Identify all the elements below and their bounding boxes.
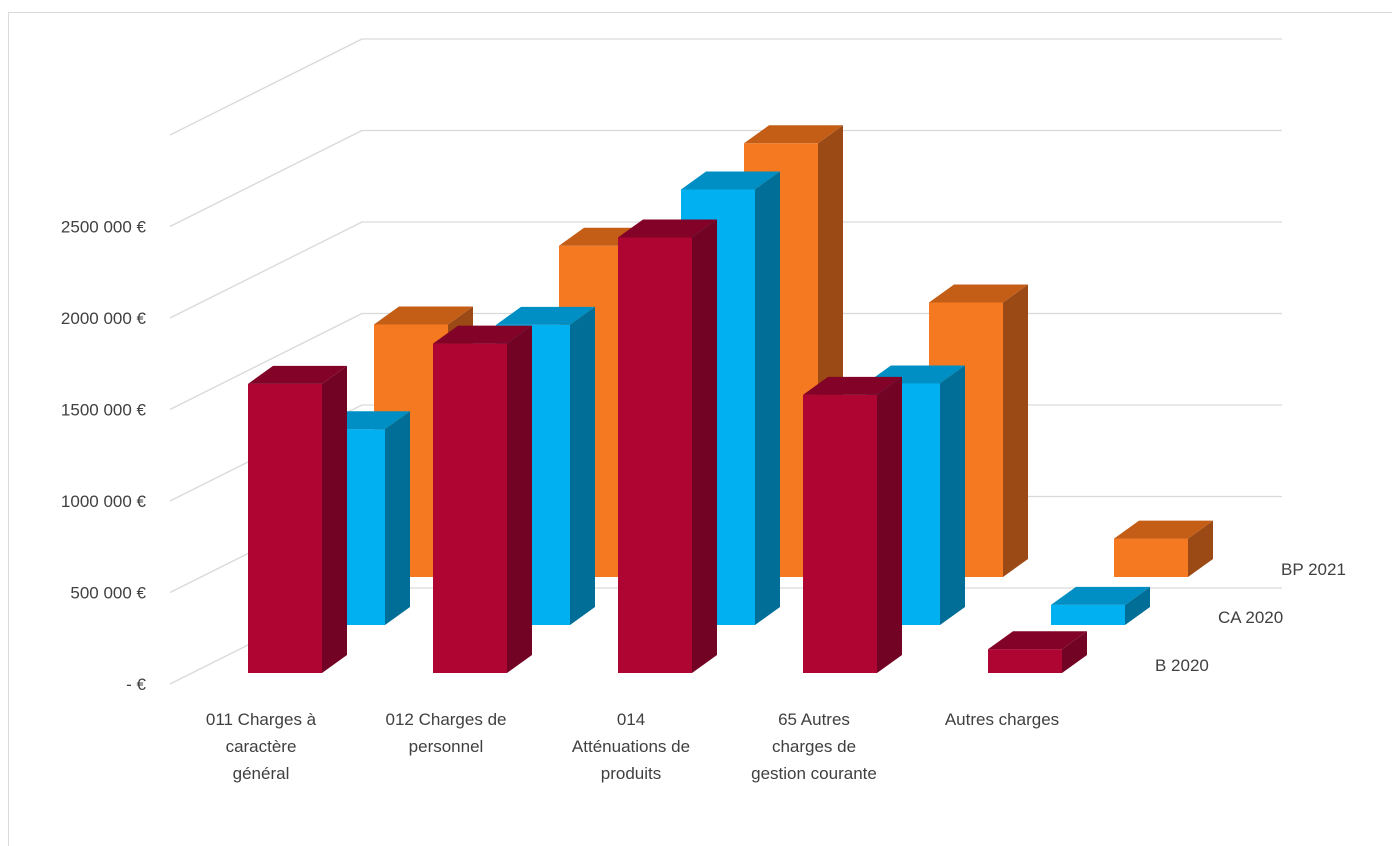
y-tick-label: - € xyxy=(126,675,146,694)
bars xyxy=(248,125,1213,673)
x-category-label-line: 65 Autres xyxy=(778,710,850,729)
bar-side-face xyxy=(877,376,902,673)
legend-entry: CA 2020 xyxy=(1218,608,1283,627)
x-category-label-line: 014 xyxy=(617,710,645,729)
y-tick-label: 500 000 € xyxy=(70,584,146,603)
bar-b-2020-4 xyxy=(988,631,1087,673)
bar-ca-2020-4 xyxy=(1051,586,1150,625)
y-tick-label: 1500 000 € xyxy=(61,401,147,420)
bar-top-face xyxy=(1051,586,1150,605)
bar-b-2020-3 xyxy=(803,376,902,673)
x-category-label: 014 Atténuations de produits xyxy=(572,710,690,783)
bar-top-face xyxy=(803,376,902,395)
bar-front-face xyxy=(1051,604,1125,625)
y-tick-labels: - € 500 000 € 1000 000 € 1500 000 € 2000 000… xyxy=(61,218,147,695)
bar-side-face xyxy=(1003,284,1028,577)
chart-frame xyxy=(8,12,1392,846)
bar-side-face xyxy=(385,411,410,625)
bar-side-face xyxy=(1062,631,1087,673)
bar-front-face xyxy=(988,649,1062,673)
bar-side-face xyxy=(570,306,595,625)
bar-side-face xyxy=(1188,520,1213,577)
gridline-diagonal xyxy=(169,312,363,411)
bar-front-face xyxy=(803,394,877,673)
legend-entry: B 2020 xyxy=(1155,656,1209,675)
bar-top-face xyxy=(929,284,1028,303)
bar-top-face xyxy=(618,219,717,238)
bar-top-face xyxy=(681,171,780,190)
y-tick-label: 2000 000 € xyxy=(61,309,147,328)
bar-side-face xyxy=(322,365,347,673)
bar-front-face xyxy=(248,383,322,673)
x-category-label-line: Atténuations de xyxy=(572,737,690,756)
bar-side-face xyxy=(755,171,780,625)
bar-bp-2021-4 xyxy=(1114,520,1213,577)
x-category-label-line: Autres charges xyxy=(945,710,1059,729)
gridline-diagonal xyxy=(169,129,363,228)
legend: B 2020 CA 2020 BP 2021 xyxy=(1155,560,1346,675)
bar-front-face xyxy=(1114,538,1188,577)
x-category-label-line: gestion courante xyxy=(751,764,877,783)
x-category-label-line: 011 Charges à xyxy=(206,710,317,729)
bar-side-face xyxy=(1125,586,1150,625)
y-tick-label: 2500 000 € xyxy=(61,218,147,237)
x-category-label-line: caractère xyxy=(226,737,297,756)
bar-front-face xyxy=(433,343,507,673)
bar-front-face xyxy=(618,237,692,673)
x-category-label: 65 Autres charges de gestion courante xyxy=(751,710,877,783)
legend-entry: BP 2021 xyxy=(1281,560,1346,579)
bar-top-face xyxy=(433,325,532,344)
x-category-label-line: général xyxy=(233,764,290,783)
bar-b-2020-2 xyxy=(618,219,717,673)
bar-side-face xyxy=(507,325,532,673)
x-category-label: 011 Charges à caractère général xyxy=(206,710,317,783)
y-tick-label: 1000 000 € xyxy=(61,492,147,511)
x-category-label-line: 012 Charges de xyxy=(386,710,507,729)
x-category-labels: 011 Charges à caractère général 012 Charges… xyxy=(206,710,1059,783)
bar-top-face xyxy=(248,365,347,384)
gridline-diagonal xyxy=(169,38,363,136)
bar-top-face xyxy=(374,306,473,325)
bar-top-face xyxy=(988,631,1087,650)
bar-top-face xyxy=(1114,520,1213,539)
bar-side-face xyxy=(940,365,965,625)
x-category-label: Autres charges xyxy=(945,710,1059,729)
bar-b-2020-0 xyxy=(248,365,347,673)
x-category-label-line: charges de xyxy=(772,737,856,756)
x-category-label: 012 Charges de personnel xyxy=(386,710,507,756)
bar-side-face xyxy=(692,219,717,673)
x-category-label-line: produits xyxy=(601,764,661,783)
bar-top-face xyxy=(496,306,595,325)
x-category-label-line: personnel xyxy=(409,737,484,756)
bar-b-2020-1 xyxy=(433,325,532,673)
gridline-diagonal xyxy=(169,221,363,319)
bar-top-face xyxy=(744,125,843,144)
